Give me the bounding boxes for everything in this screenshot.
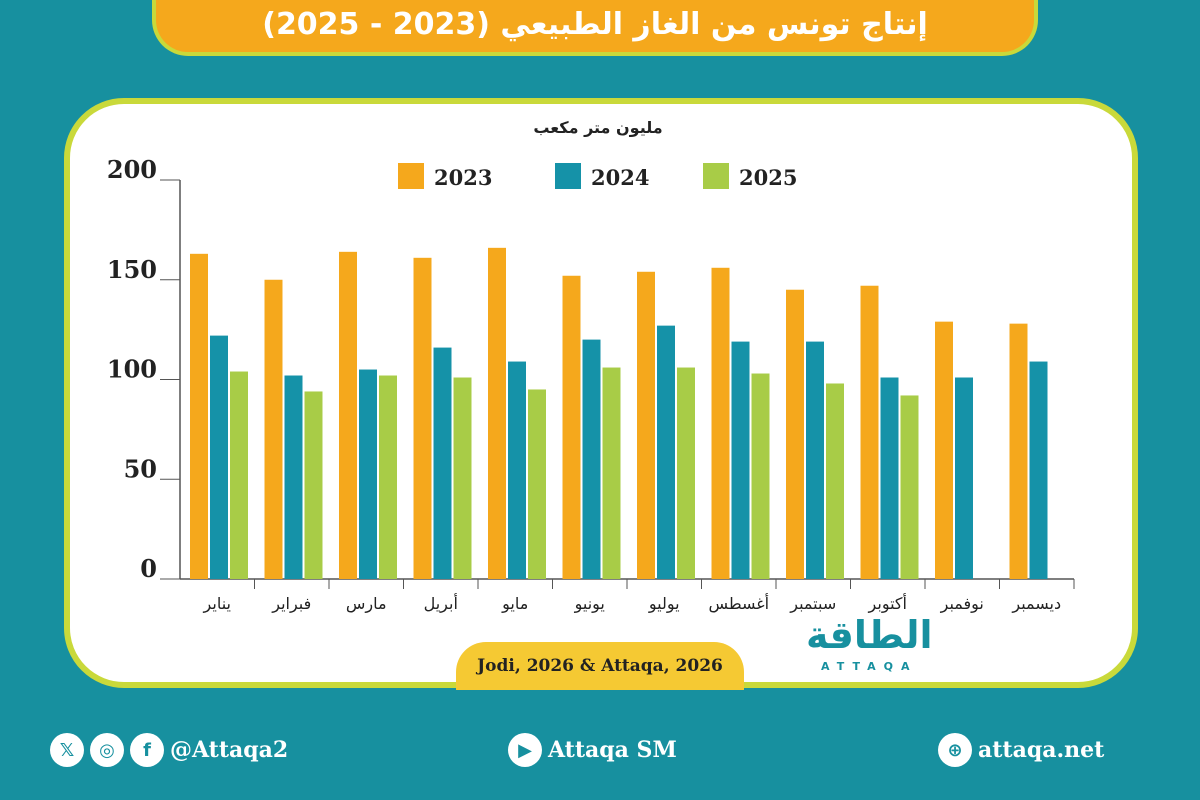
bar-2025-5 — [528, 389, 546, 579]
y-tick-label: 100 — [107, 355, 157, 384]
bar-2023-8 — [711, 267, 730, 579]
bar-2024-4 — [433, 347, 452, 579]
bars — [190, 247, 1048, 579]
x-tick-label: مارس — [346, 594, 387, 614]
bar-2023-4 — [413, 257, 432, 579]
bar-2024-1 — [210, 335, 228, 579]
bar-2023-11 — [935, 321, 953, 579]
bar-2023-9 — [786, 289, 804, 579]
bar-2023-5 — [488, 247, 506, 579]
logo-latin: ATTAQA — [821, 660, 918, 673]
x-icon[interactable]: 𝕏 — [50, 733, 84, 767]
website-link: ⊕ attaqa.net — [938, 733, 1104, 767]
bar-2025-7 — [677, 367, 695, 579]
bar-2023-2 — [264, 279, 283, 579]
x-tick-label: نوفمبر — [940, 594, 984, 614]
y-axis-label: مليون متر مكعب — [533, 118, 662, 137]
bar-2025-1 — [230, 371, 248, 579]
bar-2023-3 — [339, 251, 357, 579]
x-tick-label: أكتوبر — [868, 593, 907, 614]
bar-2024-5 — [508, 361, 526, 579]
website-url[interactable]: attaqa.net — [978, 737, 1105, 763]
legend-swatch-2024 — [555, 163, 581, 189]
bar-2025-6 — [602, 367, 621, 579]
x-tick-label: يناير — [203, 594, 231, 614]
bar-2025-2 — [304, 391, 323, 579]
legend: 2023 2024 2025 — [398, 163, 797, 190]
bar-2025-10 — [900, 395, 919, 579]
y-tick-label: 50 — [124, 454, 157, 483]
bar-2025-8 — [751, 373, 770, 579]
bar-2024-3 — [359, 369, 377, 579]
bar-2024-10 — [880, 377, 899, 579]
youtube-link: ▶ Attaqa SM — [508, 733, 677, 767]
bar-2024-11 — [955, 377, 973, 579]
globe-icon[interactable]: ⊕ — [938, 733, 972, 767]
youtube-icon[interactable]: ▶ — [508, 733, 542, 767]
bar-2024-9 — [806, 341, 824, 579]
x-tick-label: يوليو — [648, 594, 680, 614]
y-tick-label: 200 — [107, 155, 157, 184]
bar-2025-9 — [826, 383, 844, 579]
x-tick-label: فبراير — [271, 594, 311, 614]
legend-swatch-2023 — [398, 163, 424, 189]
legend-label-2024: 2024 — [591, 165, 649, 190]
social-links: 𝕏 ◎ f @Attaqa2 — [50, 733, 288, 767]
y-tick-label: 150 — [107, 255, 157, 284]
bar-2024-8 — [731, 341, 750, 579]
bar-2024-7 — [657, 325, 675, 579]
source-label: Jodi, 2026 & Attaqa, 2026 — [456, 642, 744, 690]
bar-2024-12 — [1029, 361, 1048, 579]
legend-swatch-2025 — [703, 163, 729, 189]
bar-2023-7 — [637, 271, 655, 579]
bar-2025-4 — [453, 377, 472, 579]
bar-2023-12 — [1009, 323, 1028, 579]
x-tick-label: مايو — [501, 594, 528, 614]
bar-2024-6 — [582, 339, 601, 579]
bar-2024-2 — [284, 375, 303, 579]
x-tick-label: سبتمبر — [789, 594, 836, 614]
x-tick-label: ديسمبر — [1011, 594, 1061, 614]
bar-2023-6 — [562, 275, 581, 579]
chart-title: إنتاج تونس من الغاز الطبيعي (2023 - 2025… — [152, 0, 1038, 56]
youtube-channel[interactable]: Attaqa SM — [548, 737, 677, 763]
x-tick-label: أبريل — [424, 593, 458, 614]
x-tick-label: يونيو — [574, 594, 605, 614]
facebook-icon[interactable]: f — [130, 733, 164, 767]
bar-2025-3 — [379, 375, 397, 579]
legend-label-2023: 2023 — [434, 165, 492, 190]
social-handle[interactable]: @Attaqa2 — [170, 737, 289, 763]
x-tick-label: أغسطس — [708, 593, 769, 614]
instagram-icon[interactable]: ◎ — [90, 733, 124, 767]
y-tick-label: 0 — [140, 554, 157, 583]
legend-label-2025: 2025 — [739, 165, 797, 190]
bar-2023-10 — [860, 285, 879, 579]
axes: 0 50 100 150 200 يناير فبراير مارس أبريل مايو يوني… — [107, 155, 1075, 614]
bar-2023-1 — [190, 253, 208, 579]
logo-arabic: الطاقة — [806, 613, 933, 657]
attaqa-logo: الطاقة ATTAQA — [806, 612, 933, 674]
